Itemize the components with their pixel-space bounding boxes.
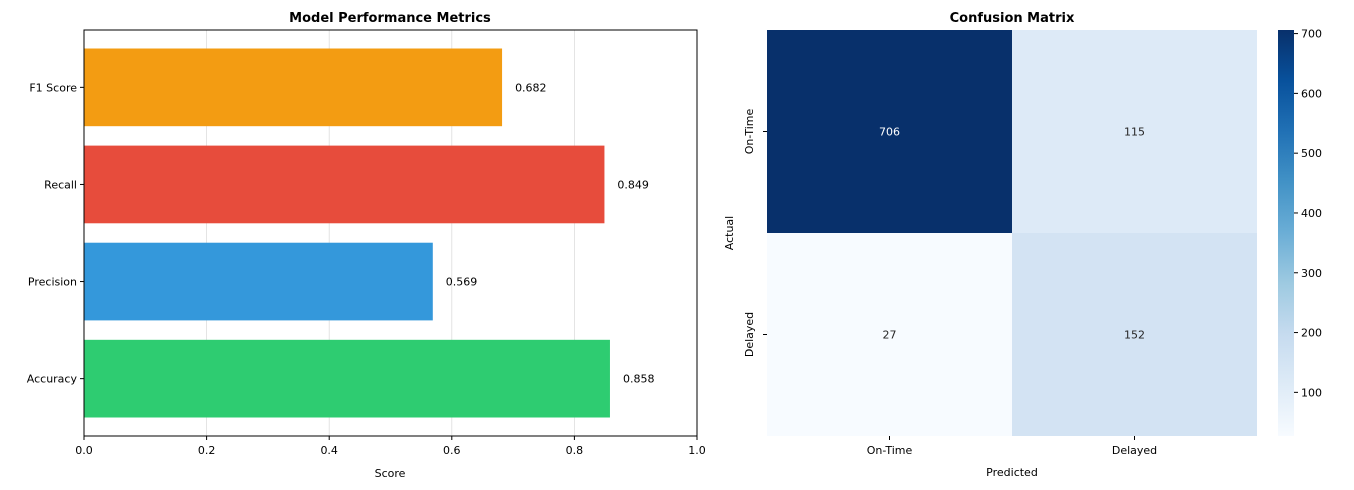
heatmap-x-tick-label: On-Time — [867, 444, 913, 457]
bar-chart-x-tick-label: 0.4 — [320, 444, 338, 457]
bar-chart-x-tick-label: 0.8 — [566, 444, 584, 457]
bar-chart-value-labels: 0.858 0.569 0.849 0.682 — [446, 81, 655, 385]
colorbar-tick-label: 300 — [1301, 267, 1322, 280]
heatmap-x-axis-label: Predicted — [986, 466, 1038, 479]
colorbar-tick-label: 500 — [1301, 147, 1322, 160]
heatmap-cell-label: 115 — [1124, 126, 1145, 139]
bar-chart-x-axis-label: Score — [375, 467, 406, 480]
heatmap-cell-label: 27 — [883, 329, 897, 342]
colorbar — [1278, 30, 1294, 436]
heatmap-title: Confusion Matrix — [950, 11, 1075, 26]
bar-chart-y-tick-label: Accuracy — [27, 373, 78, 386]
heatmap-cell — [767, 233, 1012, 436]
bar-chart-y-tick-label: Recall — [44, 178, 77, 191]
heatmap-x-ticks: On-Time Delayed — [867, 436, 1157, 457]
bar-chart-x-tick-label: 0.0 — [75, 444, 93, 457]
colorbar-tick-label: 400 — [1301, 207, 1322, 220]
colorbar-tick-label: 100 — [1301, 386, 1322, 399]
heatmap-x-tick-label: Delayed — [1112, 444, 1157, 457]
heatmap-cell — [1012, 233, 1257, 436]
bar-chart-y-tick-label: Precision — [28, 276, 77, 289]
colorbar-tick-label: 700 — [1301, 28, 1322, 41]
bar-chart-bars — [84, 48, 610, 418]
heatmap-y-tick-label: Delayed — [743, 312, 756, 357]
bar-value-label: 0.849 — [617, 178, 649, 191]
bar-chart-x-tick-label: 1.0 — [688, 444, 706, 457]
confusion-matrix-panel: Confusion Matrix 706 115 27 152 On-Time Dela… — [723, 11, 1322, 479]
heatmap-cell-label: 706 — [879, 126, 900, 139]
heatmap-y-tick-label: On-Time — [743, 109, 756, 155]
heatmap-cell-label: 152 — [1124, 329, 1145, 342]
bar-chart-plot-frame — [83, 29, 698, 437]
bar-accuracy — [84, 339, 610, 418]
colorbar-tick-label: 600 — [1301, 87, 1322, 100]
heatmap-y-ticks: On-Time Delayed — [743, 109, 767, 357]
bar-precision — [84, 242, 433, 321]
heatmap-cell-labels: 706 115 27 152 — [879, 126, 1145, 342]
bar-chart-x-ticks: 0.0 0.2 0.4 0.6 0.8 1.0 — [75, 436, 706, 457]
bar-chart-x-tick-label: 0.2 — [198, 444, 216, 457]
bar-recall — [84, 145, 605, 224]
heatmap-cells — [767, 30, 1257, 436]
bar-value-label: 0.682 — [515, 81, 547, 94]
heatmap-y-axis-label: Actual — [723, 216, 736, 250]
bar-value-label: 0.858 — [623, 373, 655, 386]
heatmap-cell — [767, 30, 1012, 233]
colorbar-ticks: 100 200 300 400 500 600 700 — [1294, 28, 1322, 399]
heatmap-cell — [1012, 30, 1257, 233]
bar-chart-panel: Model Performance Metrics 0.858 0.569 0.84… — [27, 11, 706, 480]
bar-chart-y-tick-label: F1 Score — [29, 81, 77, 94]
bar-chart-y-ticks: Accuracy Precision Recall F1 Score — [27, 81, 84, 386]
bar-chart-x-tick-label: 0.6 — [443, 444, 461, 457]
bar-f1-score — [84, 48, 503, 127]
bar-value-label: 0.569 — [446, 276, 478, 289]
bar-chart-title: Model Performance Metrics — [289, 11, 491, 26]
colorbar-tick-label: 200 — [1301, 327, 1322, 340]
